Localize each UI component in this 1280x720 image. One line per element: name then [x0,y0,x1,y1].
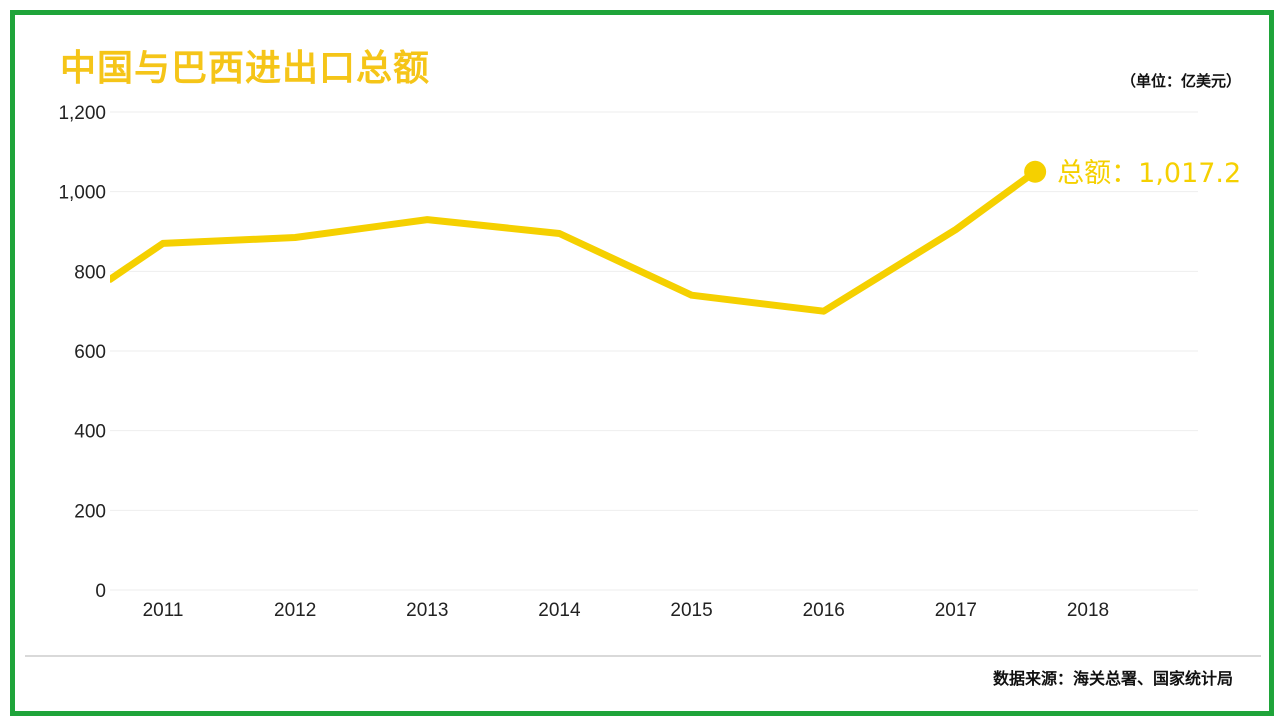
x-tick-label: 2018 [1067,600,1109,621]
grid-lines [110,111,1198,591]
data-label-total: 总额：1,017.2 [1057,158,1241,189]
y-axis: 0 200 400 600 800 1,000 1,200 [58,103,106,602]
series-total: 总额：1,017.2 [110,158,1241,315]
y-tick-label: 1,200 [58,103,106,124]
footer-divider [25,655,1261,657]
series-line [110,168,1039,315]
x-tick-label: 2014 [538,600,581,621]
unit-label: （单位：亿美元） [1120,72,1241,90]
x-tick-label: 2011 [143,600,184,621]
y-tick-label: 200 [74,501,106,522]
data-point-last [1024,160,1047,183]
x-tick-label: 2015 [670,600,712,621]
x-tick-label: 2013 [406,600,448,621]
y-tick-label: 1,000 [58,183,106,204]
x-tick-label: 2017 [935,600,977,621]
y-tick-label: 400 [74,422,106,443]
x-axis: 2011 2012 2013 2014 2015 2016 2017 2018 [143,600,1110,621]
chart-title: 中国与巴西进出口总额 [60,48,431,89]
line-chart: 0 200 400 600 800 1,000 1,200 2011 2012 2013 2014… [58,103,1241,621]
data-source: 数据来源：海关总署、国家统计局 [992,669,1233,688]
y-tick-label: 600 [74,342,106,363]
x-tick-label: 2016 [803,600,845,621]
y-tick-label: 800 [74,262,106,283]
x-tick-label: 2012 [274,600,316,621]
chart-frame: 中国与巴西进出口总额 （单位：亿美元） 0 200 400 600 800 1,000 1,… [10,10,1274,716]
y-tick-label: 0 [95,581,106,602]
